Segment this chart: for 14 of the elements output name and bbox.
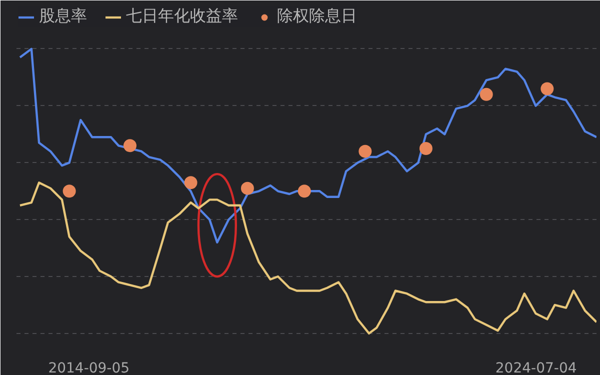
point <box>298 184 311 198</box>
point <box>540 82 554 96</box>
legend-label: 除权除息日 <box>277 6 357 27</box>
legend-label: 股息率 <box>39 6 87 27</box>
point <box>184 176 198 190</box>
point <box>123 139 136 152</box>
point <box>358 144 372 158</box>
legend-label: 七日年化收益率 <box>126 6 238 27</box>
x-tick-label: 2024-07-04 <box>495 360 577 375</box>
x-tick-label: 2014-09-05 <box>48 360 130 375</box>
point <box>480 88 493 101</box>
point <box>62 184 76 198</box>
point <box>419 142 432 155</box>
point <box>240 182 254 195</box>
